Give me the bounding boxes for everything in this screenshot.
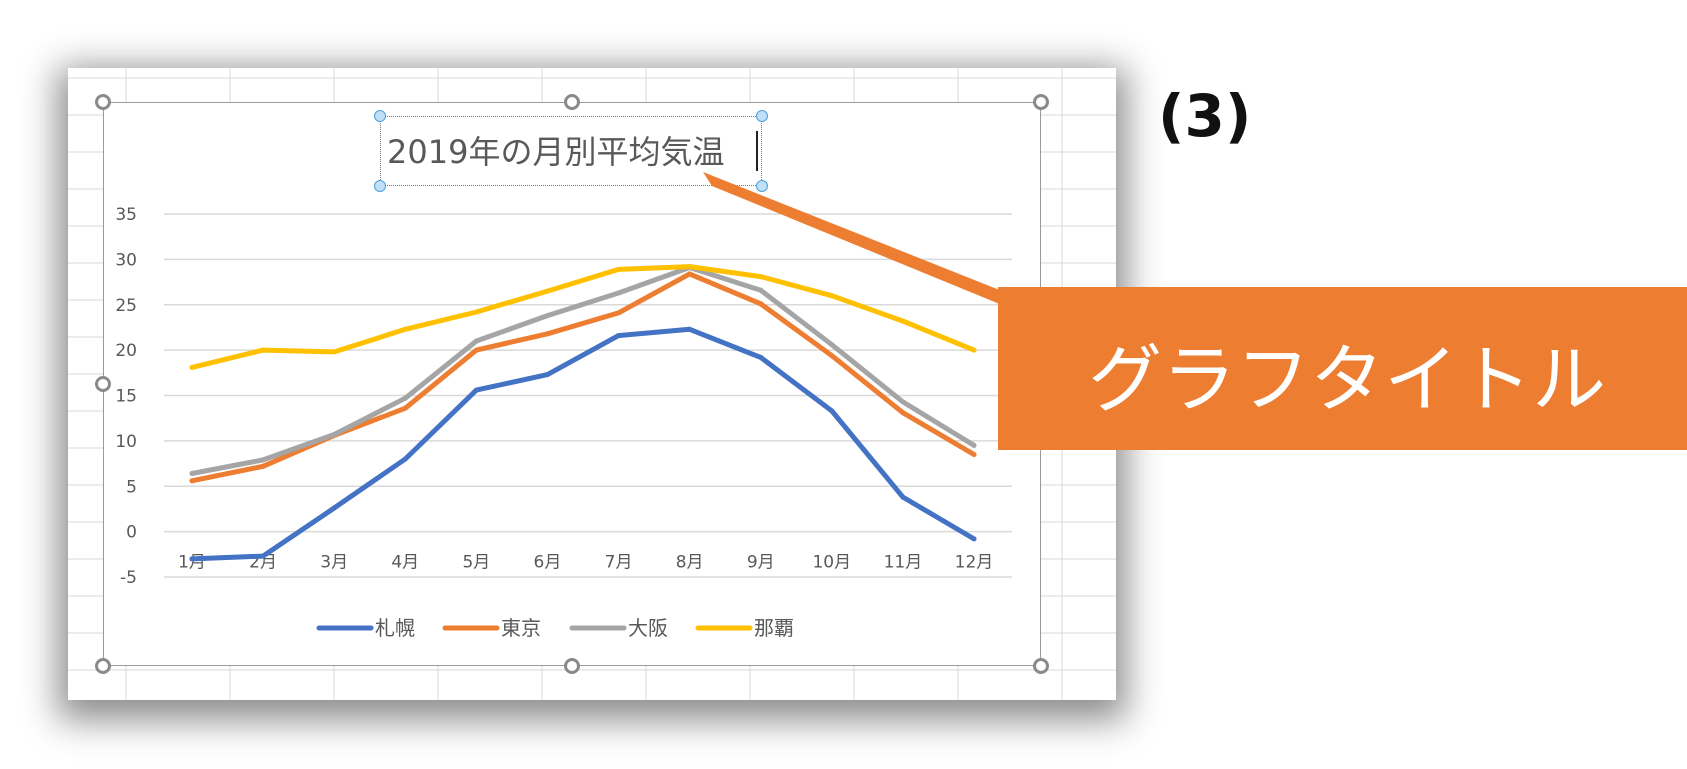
- x-tick-label: 4月: [391, 553, 419, 573]
- resize-handle[interactable]: [1033, 94, 1049, 110]
- x-tick-label: 5月: [462, 553, 490, 573]
- y-tick-label: 5: [126, 477, 137, 497]
- data-point: [829, 353, 835, 359]
- y-tick-label: -5: [120, 568, 137, 588]
- y-tick-label: 15: [115, 387, 137, 407]
- x-tick-label: 11月: [884, 553, 923, 573]
- data-point: [260, 463, 266, 469]
- y-tick-label: 0: [126, 523, 137, 543]
- data-point: [616, 290, 621, 296]
- series-line-1: [189, 326, 977, 562]
- x-tick-label: 3月: [320, 553, 348, 573]
- data-point: [473, 387, 479, 393]
- data-point: [402, 405, 408, 411]
- title-resize-handle[interactable]: [756, 110, 768, 122]
- data-point: [971, 347, 977, 353]
- data-point: [260, 553, 266, 559]
- title-resize-handle[interactable]: [756, 180, 768, 192]
- series-line-3: [189, 265, 977, 476]
- data-point: [331, 349, 337, 355]
- chart-area[interactable]: -5 0 5 10 15 20 25 30 35 1月 2月 3月 4月 5月 6月 7月 8月 9月 10月 11…: [103, 102, 1041, 666]
- y-tick-label: 10: [115, 432, 137, 452]
- x-tick-label: 12月: [955, 553, 994, 573]
- x-tick-label: 9月: [747, 553, 775, 573]
- legend-label: 那覇: [754, 616, 794, 640]
- x-tick-label: 1月: [178, 553, 206, 573]
- data-point: [260, 347, 266, 353]
- title-resize-handle[interactable]: [374, 180, 386, 192]
- data-point: [971, 536, 977, 542]
- data-point: [687, 264, 693, 270]
- data-point: [900, 318, 906, 324]
- data-point: [189, 364, 195, 370]
- legend-label: 東京: [501, 616, 541, 640]
- data-point: [829, 342, 835, 348]
- data-point: [473, 347, 479, 353]
- resize-handle[interactable]: [95, 94, 111, 110]
- data-point: [687, 326, 693, 332]
- chart-series: [189, 264, 977, 562]
- data-point: [900, 494, 906, 500]
- data-point: [971, 442, 977, 448]
- x-tick-label: 8月: [676, 553, 704, 573]
- data-point: [758, 354, 764, 360]
- data-point: [189, 471, 195, 476]
- data-point: [758, 287, 764, 293]
- data-point: [758, 274, 764, 280]
- data-point: [616, 310, 621, 316]
- data-point: [473, 309, 479, 315]
- y-tick-label: 30: [115, 250, 137, 270]
- data-point: [402, 456, 408, 462]
- data-point: [900, 410, 906, 416]
- text-cursor: [756, 131, 758, 171]
- callout-box: [998, 287, 1687, 450]
- data-point: [687, 271, 693, 277]
- callout-text: グラフタイトル: [1088, 337, 1606, 423]
- data-point: [331, 432, 337, 437]
- x-axis-tick-labels: 1月 2月 3月 4月 5月 6月 7月 8月 9月 10月 11月 12月: [178, 553, 993, 573]
- step-label: (3): [1158, 82, 1252, 150]
- title-resize-handle[interactable]: [374, 110, 386, 122]
- data-point: [402, 395, 408, 401]
- data-point: [616, 333, 621, 339]
- resize-handle[interactable]: [564, 658, 580, 674]
- x-tick-label: 6月: [534, 553, 562, 573]
- chart-title[interactable]: 2019年の月別平均気温: [387, 133, 725, 171]
- x-tick-label: 10月: [812, 553, 851, 573]
- data-point: [189, 478, 195, 484]
- data-point: [260, 457, 266, 463]
- resize-handle[interactable]: [95, 376, 111, 392]
- data-point: [545, 313, 550, 319]
- y-tick-label: 20: [115, 341, 137, 361]
- data-point: [829, 408, 835, 414]
- legend-label: 大阪: [628, 616, 668, 640]
- data-point: [829, 293, 835, 299]
- data-point: [189, 556, 195, 562]
- chart-legend: 札幌 東京 大阪 那覇: [316, 616, 794, 640]
- data-point: [331, 505, 337, 511]
- legend-label: 札幌: [375, 616, 415, 640]
- chart-title-box[interactable]: [380, 116, 762, 186]
- y-axis-tick-labels: -5 0 5 10 15 20 25 30 35: [115, 205, 137, 588]
- y-tick-label: 25: [115, 296, 137, 316]
- y-tick-label: 35: [115, 205, 137, 225]
- data-point: [473, 338, 479, 344]
- data-point: [971, 452, 977, 457]
- resize-handle[interactable]: [95, 658, 111, 674]
- x-tick-label: 7月: [605, 553, 633, 573]
- resize-handle[interactable]: [1033, 658, 1049, 674]
- resize-handle[interactable]: [564, 94, 580, 110]
- data-point: [545, 331, 550, 337]
- data-point: [900, 399, 906, 405]
- data-point: [758, 301, 764, 307]
- data-point: [545, 372, 550, 378]
- data-point: [545, 288, 550, 294]
- data-point: [616, 266, 621, 272]
- data-point: [402, 326, 408, 332]
